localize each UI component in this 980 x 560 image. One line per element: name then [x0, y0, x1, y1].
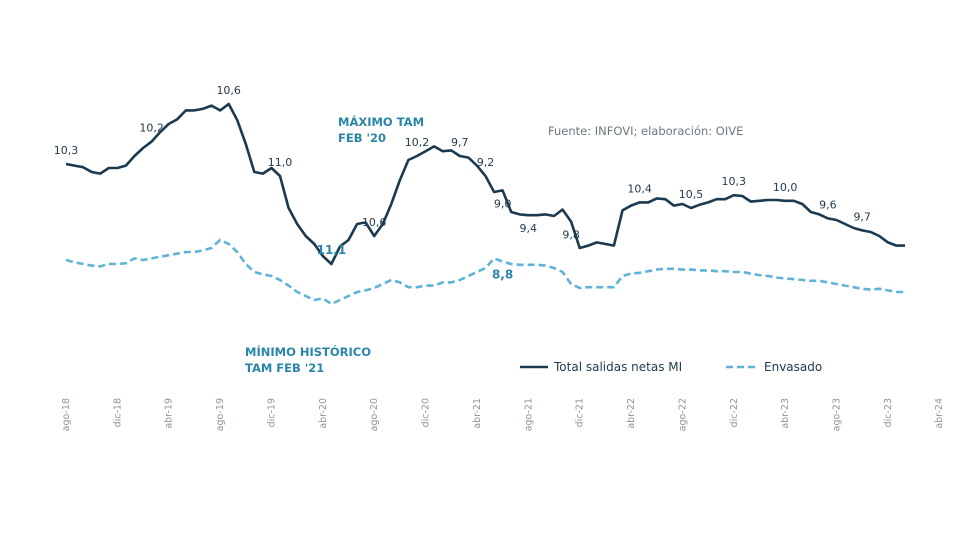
- legend-label-total: Total salidas netas MI: [553, 360, 682, 374]
- data-label-s0-13: 10,5: [679, 188, 704, 201]
- data-label-s0-11: 9,8: [562, 229, 580, 242]
- data-label-s0-0: 10,3: [54, 144, 79, 157]
- data-label-s0-15: 10,0: [773, 181, 798, 194]
- x-axis-ticks: ago-18 dic-18 abr-19 ago-19 dic-19 abr-20 ago-…: [61, 398, 945, 431]
- data-label-s0-2: 10,6: [216, 84, 241, 97]
- x-tick-label-7: dic-20: [421, 398, 432, 427]
- data-label-s0-3: 11,0: [268, 156, 293, 169]
- series-line-1: [65, 238, 905, 306]
- data-label-s0-16: 9,6: [819, 198, 837, 211]
- data-label-s0-9: 9,0: [494, 197, 512, 210]
- x-tick-label-3: ago-19: [215, 398, 226, 431]
- series-lines: [65, 102, 905, 306]
- x-tick-label-15: ago-23: [832, 398, 843, 431]
- max-annotation-line1: MÁXIMO TAM: [338, 114, 424, 129]
- x-tick-label-6: ago-20: [369, 398, 380, 431]
- data-labels: 10,3 10,2 10,6 11,0 11,1 10,6 10,2 9,7 9,2 9,0 9,4…: [54, 84, 871, 282]
- data-label-s0-10: 9,4: [520, 222, 538, 235]
- source-note: Fuente: INFOVI; elaboración: OIVE: [548, 124, 743, 138]
- x-tick-label-14: abr-23: [780, 398, 791, 429]
- x-tick-label-0: ago-18: [61, 398, 72, 431]
- min-annotation-line1: MÍNIMO HISTÓRICO: [245, 344, 371, 359]
- data-label-s0-12: 10,4: [627, 182, 652, 195]
- x-tick-label-11: abr-22: [626, 398, 637, 429]
- x-tick-label-16: dic-23: [883, 398, 894, 427]
- data-label-s1-0: 8,8: [492, 268, 513, 282]
- data-label-s0-14: 10,3: [722, 175, 747, 188]
- data-label-s0-4: 11,1: [317, 243, 347, 257]
- x-tick-label-9: ago-21: [523, 398, 534, 431]
- x-tick-label-12: ago-22: [677, 398, 688, 431]
- data-label-s0-17: 9,7: [853, 210, 871, 223]
- series-line-0: [65, 102, 905, 266]
- x-tick-label-10: dic-21: [575, 398, 586, 427]
- x-tick-label-1: dic-18: [112, 398, 123, 427]
- max-annotation-line2: FEB '20: [338, 131, 386, 145]
- x-tick-label-2: abr-19: [164, 398, 175, 429]
- legend-label-envasado: Envasado: [764, 360, 822, 374]
- x-tick-label-4: dic-19: [267, 398, 278, 427]
- x-tick-label-17: abr-24: [934, 398, 945, 429]
- legend: Total salidas netas MI Envasado: [520, 360, 822, 374]
- x-tick-label-8: abr-21: [472, 398, 483, 429]
- x-tick-label-5: abr-20: [318, 398, 329, 429]
- data-label-s0-1: 10,2: [139, 122, 164, 135]
- data-label-s0-5: 10,6: [362, 216, 387, 229]
- x-tick-label-13: dic-22: [729, 398, 740, 427]
- data-label-s0-7: 9,7: [451, 136, 469, 149]
- data-label-s0-8: 9,2: [477, 156, 495, 169]
- min-annotation-line2: TAM FEB '21: [245, 361, 324, 375]
- data-label-s0-6: 10,2: [405, 136, 430, 149]
